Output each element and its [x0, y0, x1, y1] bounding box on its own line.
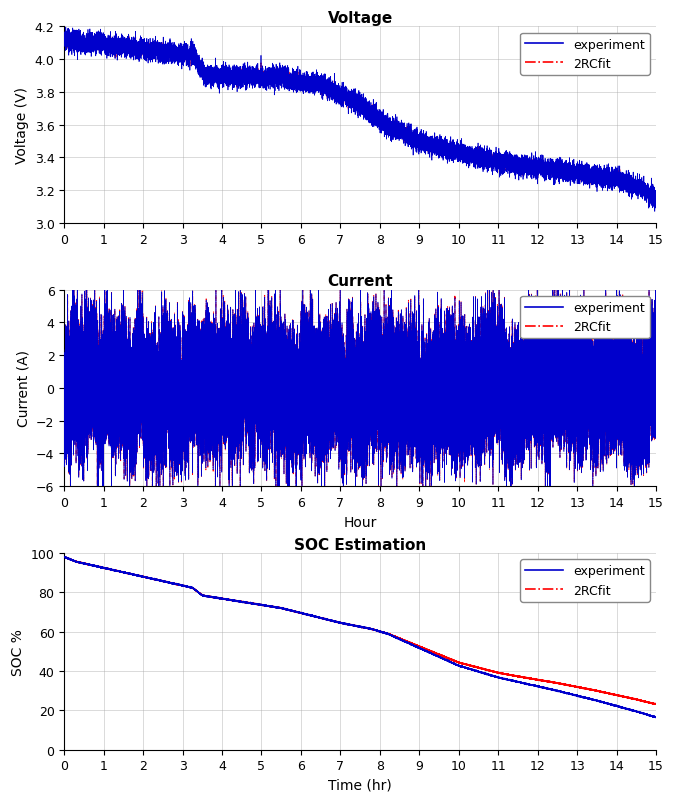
Line: 2RCfit: 2RCfit — [64, 32, 656, 208]
experiment — [434, 147, 442, 157]
2RCfit — [60, 552, 68, 562]
2RCfit — [434, 650, 442, 659]
2RCfit — [365, 341, 373, 351]
experiment — [250, 74, 258, 84]
2RCfit — [63, 27, 72, 37]
experiment — [61, 23, 70, 33]
X-axis label: Time (hr): Time (hr) — [328, 778, 392, 792]
Legend: experiment, 2RCfit: experiment, 2RCfit — [520, 34, 650, 75]
2RCfit — [434, 145, 442, 155]
experiment — [457, 400, 465, 410]
2RCfit — [651, 699, 659, 709]
experiment — [651, 713, 659, 723]
Legend: experiment, 2RCfit: experiment, 2RCfit — [520, 560, 650, 601]
2RCfit — [651, 203, 659, 213]
experiment — [365, 343, 373, 353]
2RCfit — [457, 149, 465, 158]
experiment — [66, 482, 74, 491]
experiment — [652, 194, 660, 204]
experiment — [60, 37, 68, 47]
Legend: experiment, 2RCfit: experiment, 2RCfit — [520, 296, 650, 339]
2RCfit — [652, 328, 660, 337]
Y-axis label: Current (A): Current (A) — [17, 350, 30, 427]
2RCfit — [652, 699, 660, 709]
Title: Current: Current — [327, 274, 393, 289]
2RCfit — [286, 436, 294, 446]
2RCfit — [286, 605, 294, 615]
experiment — [286, 80, 294, 90]
experiment — [652, 328, 660, 337]
2RCfit — [365, 108, 373, 118]
2RCfit — [276, 389, 284, 398]
2RCfit — [457, 400, 465, 410]
2RCfit — [365, 624, 373, 634]
2RCfit — [60, 552, 68, 562]
experiment — [276, 389, 284, 398]
experiment — [286, 606, 294, 616]
experiment — [652, 713, 660, 723]
2RCfit — [457, 658, 465, 668]
2RCfit — [652, 196, 660, 206]
experiment — [250, 471, 258, 481]
experiment — [60, 552, 68, 562]
experiment — [457, 662, 465, 672]
Line: 2RCfit: 2RCfit — [64, 291, 656, 487]
experiment — [250, 599, 258, 609]
Line: experiment: experiment — [64, 291, 656, 487]
2RCfit — [286, 76, 294, 86]
2RCfit — [250, 471, 258, 480]
2RCfit — [250, 599, 258, 609]
Line: experiment: experiment — [64, 556, 656, 718]
experiment — [286, 436, 294, 446]
Line: 2RCfit: 2RCfit — [64, 557, 656, 704]
experiment — [276, 603, 284, 613]
2RCfit — [276, 603, 284, 613]
experiment — [365, 624, 373, 634]
2RCfit — [68, 286, 76, 296]
Y-axis label: SOC %: SOC % — [11, 628, 25, 675]
Title: Voltage: Voltage — [327, 11, 393, 26]
experiment — [434, 651, 442, 661]
experiment — [60, 552, 68, 561]
experiment — [651, 207, 659, 217]
2RCfit — [250, 75, 258, 85]
Line: experiment: experiment — [64, 28, 656, 212]
experiment — [457, 150, 465, 160]
Y-axis label: Voltage (V): Voltage (V) — [15, 87, 29, 164]
Title: SOC Estimation: SOC Estimation — [294, 537, 426, 552]
experiment — [60, 396, 68, 406]
experiment — [365, 108, 373, 117]
2RCfit — [60, 395, 68, 405]
experiment — [68, 286, 76, 296]
experiment — [276, 68, 284, 78]
experiment — [434, 372, 442, 381]
2RCfit — [66, 482, 74, 491]
2RCfit — [434, 370, 442, 380]
2RCfit — [60, 38, 68, 47]
2RCfit — [276, 71, 284, 81]
X-axis label: Hour: Hour — [344, 515, 377, 529]
